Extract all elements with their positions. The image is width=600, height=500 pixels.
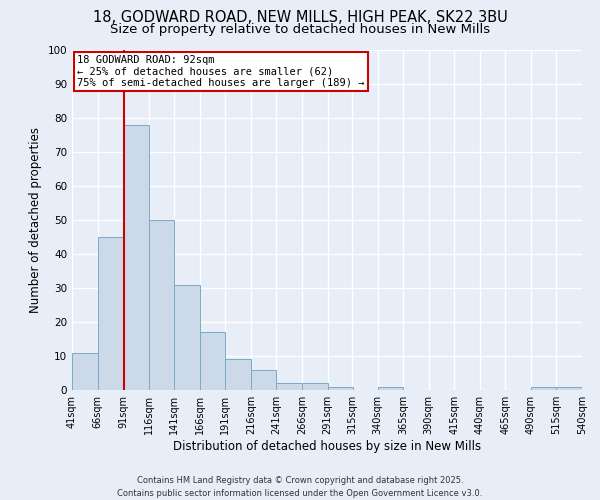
- Bar: [174, 284, 200, 390]
- X-axis label: Distribution of detached houses by size in New Mills: Distribution of detached houses by size …: [173, 440, 481, 453]
- Bar: [277, 383, 302, 390]
- Bar: [72, 352, 98, 390]
- Bar: [200, 332, 226, 390]
- Text: 18, GODWARD ROAD, NEW MILLS, HIGH PEAK, SK22 3BU: 18, GODWARD ROAD, NEW MILLS, HIGH PEAK, …: [92, 10, 508, 25]
- Text: Contains HM Land Registry data © Crown copyright and database right 2025.
Contai: Contains HM Land Registry data © Crown c…: [118, 476, 482, 498]
- Text: Size of property relative to detached houses in New Mills: Size of property relative to detached ho…: [110, 22, 490, 36]
- Bar: [226, 360, 251, 390]
- Bar: [377, 386, 403, 390]
- Bar: [98, 237, 123, 390]
- Bar: [251, 370, 277, 390]
- Bar: [123, 125, 149, 390]
- Text: 18 GODWARD ROAD: 92sqm
← 25% of detached houses are smaller (62)
75% of semi-det: 18 GODWARD ROAD: 92sqm ← 25% of detached…: [77, 55, 365, 88]
- Bar: [556, 386, 582, 390]
- Bar: [302, 383, 328, 390]
- Bar: [531, 386, 556, 390]
- Bar: [328, 386, 353, 390]
- Y-axis label: Number of detached properties: Number of detached properties: [29, 127, 42, 313]
- Bar: [149, 220, 174, 390]
